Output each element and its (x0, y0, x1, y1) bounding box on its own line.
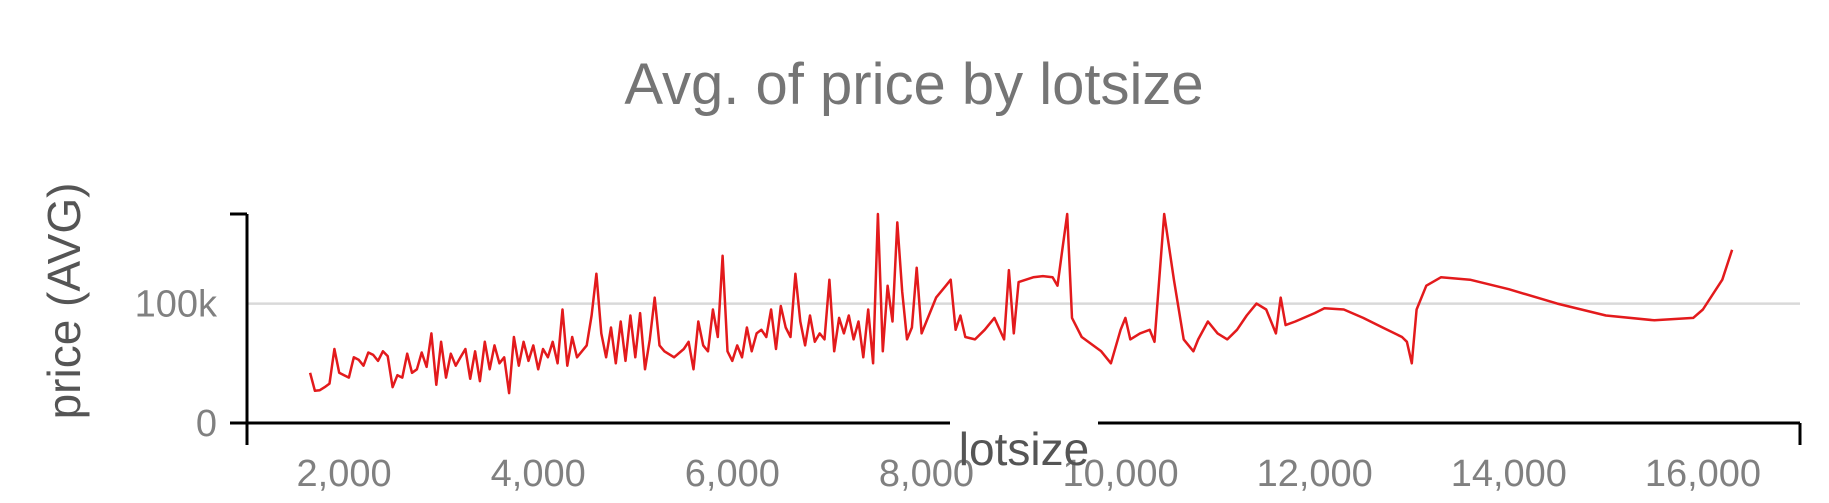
x-tick-label-3: 8,000 (879, 453, 974, 495)
y-tick-label-0: 0 (196, 403, 217, 445)
y-tick-label-1: 100k (135, 284, 218, 326)
x-tick-label-0: 2,000 (297, 453, 392, 495)
x-axis-title-background (950, 415, 1098, 445)
x-tick-label-7: 16,000 (1645, 453, 1761, 495)
tick-labels: 0 100k 2,000 4,000 6,000 8,000 10,000 12,000 14,… (135, 284, 1761, 495)
x-tick-label-2: 6,000 (685, 453, 780, 495)
series-layer (308, 212, 1734, 395)
x-tick-label-1: 4,000 (491, 453, 586, 495)
chart-title: Avg. of price by lotsize (624, 52, 1203, 117)
x-tick-label-5: 12,000 (1257, 453, 1373, 495)
x-tick-label-4: 10,000 (1062, 453, 1178, 495)
y-axis-title: price (AVG) (38, 183, 90, 420)
x-tick-label-6: 14,000 (1451, 453, 1567, 495)
x-axis-title: lotsize (959, 423, 1089, 475)
series-line-0 (308, 212, 1734, 395)
